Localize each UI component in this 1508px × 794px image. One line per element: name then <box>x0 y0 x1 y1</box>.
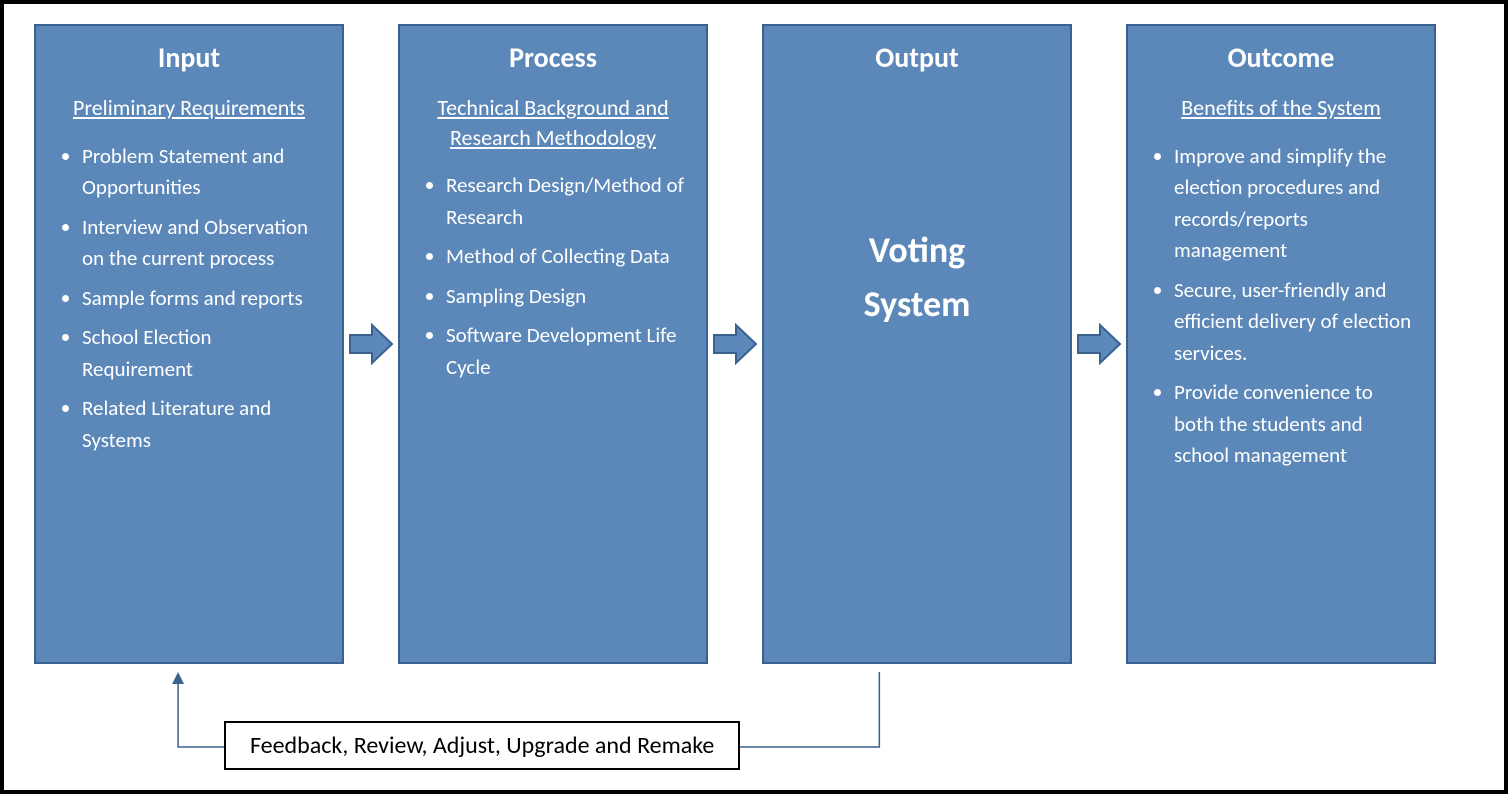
arrow-slot-2 <box>708 24 762 664</box>
list-item: Improve and simplify the election proced… <box>1174 141 1416 267</box>
box-output-big-line1: Voting <box>869 228 965 272</box>
list-item: Provide convenience to both the students… <box>1174 377 1416 472</box>
list-item: Secure, user-friendly and efficient deli… <box>1174 275 1416 370</box>
list-item: Method of Collecting Data <box>446 241 688 273</box>
boxes-row: Input Preliminary Requirements Problem S… <box>4 4 1504 664</box>
box-output-big-line2: System <box>864 282 971 326</box>
box-outcome-subtitle: Benefits of the System <box>1146 93 1416 123</box>
list-item: Research Design/Method of Research <box>446 170 688 233</box>
box-process: Process Technical Background and Researc… <box>398 24 708 664</box>
box-process-title: Process <box>418 40 688 75</box>
box-outcome-list: Improve and simplify the election proced… <box>1146 141 1416 480</box>
box-output-title: Output <box>782 40 1052 75</box>
box-input-title: Input <box>54 40 324 75</box>
list-item: School Election Requirement <box>82 322 324 385</box>
arrow-right-icon <box>348 323 394 365</box>
arrow-slot-1 <box>344 24 398 664</box>
box-input-list: Problem Statement and Opportunities Inte… <box>54 141 324 465</box>
box-output: Output Voting System <box>762 24 1072 664</box>
box-input: Input Preliminary Requirements Problem S… <box>34 24 344 664</box>
list-item: Sampling Design <box>446 281 688 313</box>
arrow-slot-3 <box>1072 24 1126 664</box>
box-process-subtitle: Technical Background and Research Method… <box>418 93 688 152</box>
box-input-subtitle: Preliminary Requirements <box>54 93 324 123</box>
box-output-big: Voting System <box>782 223 1052 331</box>
box-process-list: Research Design/Method of Research Metho… <box>418 170 688 391</box>
list-item: Related Literature and Systems <box>82 393 324 456</box>
arrow-right-icon <box>712 323 758 365</box>
feedback-line-icon <box>4 672 1504 782</box>
feedback-loop: Feedback, Review, Adjust, Upgrade and Re… <box>4 672 1504 782</box>
arrow-right-icon <box>1076 323 1122 365</box>
list-item: Sample forms and reports <box>82 283 324 315</box>
feedback-label: Feedback, Review, Adjust, Upgrade and Re… <box>224 721 740 770</box>
list-item: Problem Statement and Opportunities <box>82 141 324 204</box>
box-outcome: Outcome Benefits of the System Improve a… <box>1126 24 1436 664</box>
diagram-frame: Input Preliminary Requirements Problem S… <box>0 0 1508 794</box>
box-outcome-title: Outcome <box>1146 40 1416 75</box>
list-item: Interview and Observation on the current… <box>82 212 324 275</box>
list-item: Software Development Life Cycle <box>446 320 688 383</box>
